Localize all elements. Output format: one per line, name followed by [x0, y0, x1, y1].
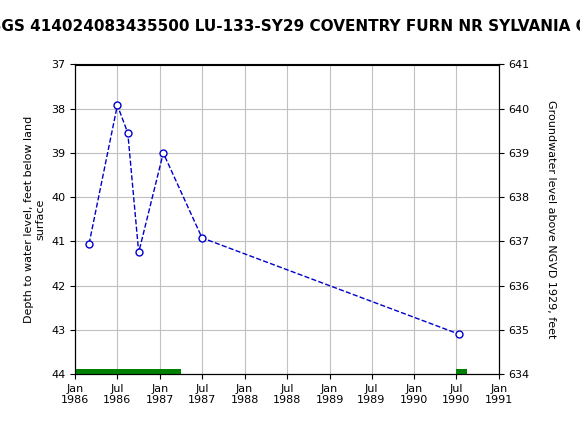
Text: ≡USGS: ≡USGS [6, 14, 82, 33]
Y-axis label: Depth to water level, feet below land
surface: Depth to water level, feet below land su… [24, 116, 46, 323]
Y-axis label: Groundwater level above NGVD 1929, feet: Groundwater level above NGVD 1929, feet [546, 100, 556, 338]
Text: USGS 414024083435500 LU-133-SY29 COVENTRY FURN NR SYLVANIA OH: USGS 414024083435500 LU-133-SY29 COVENTR… [0, 19, 580, 34]
Bar [456, 369, 466, 380]
Bar [75, 369, 181, 380]
